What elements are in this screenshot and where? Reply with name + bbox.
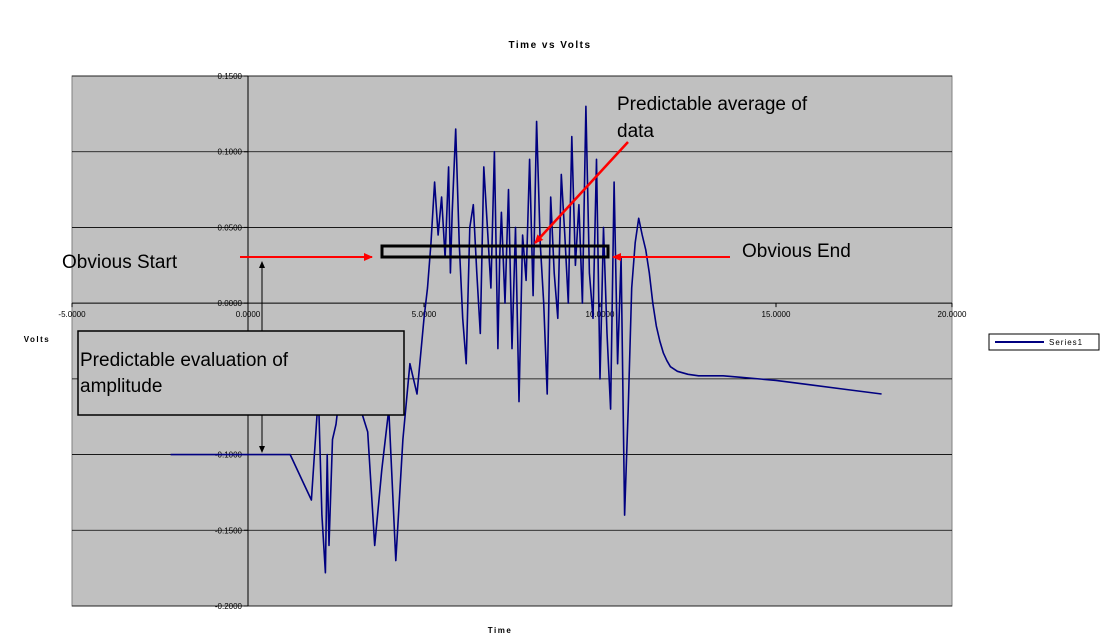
- average-arrow: [534, 141, 629, 244]
- grid-lines: [72, 75, 952, 607]
- y-axis-title: Volts: [24, 335, 50, 344]
- amplitude-annotation-line1: Predictable evaluation of: [80, 350, 289, 371]
- y-tick-label: 0.1500: [218, 72, 243, 81]
- average-annotation-line2: data: [617, 121, 654, 142]
- chart-title: Time vs Volts: [508, 40, 591, 51]
- amplitude-box: [77, 330, 405, 416]
- y-tick-label: -0.1500: [215, 526, 243, 535]
- average-box: [380, 244, 610, 259]
- y-tick-label: 0.0500: [218, 223, 243, 232]
- x-axis-title: Time: [488, 626, 513, 635]
- start-annotation: Obvious Start: [62, 252, 178, 273]
- y-tick-label: 0.1000: [218, 148, 243, 157]
- average-annotation-line1: Predictable average of: [617, 94, 808, 115]
- legend-label: Series1: [1049, 338, 1083, 347]
- x-tick-label: 15.0000: [762, 310, 791, 319]
- x-tick-label: 0.0000: [236, 310, 261, 319]
- amplitude-annotation-line2: amplitude: [80, 376, 162, 397]
- legend: Series1: [988, 333, 1100, 351]
- annotations: Predictable average of data Obvious Star…: [62, 94, 851, 453]
- y-tick-label: -0.2000: [215, 602, 243, 611]
- x-tick-label: -5.0000: [58, 310, 86, 319]
- x-tick-label: 20.0000: [938, 310, 967, 319]
- end-annotation: Obvious End: [742, 241, 851, 262]
- y-tick-label: 0.0000: [218, 299, 243, 308]
- x-tick-label: 10.0000: [586, 310, 615, 319]
